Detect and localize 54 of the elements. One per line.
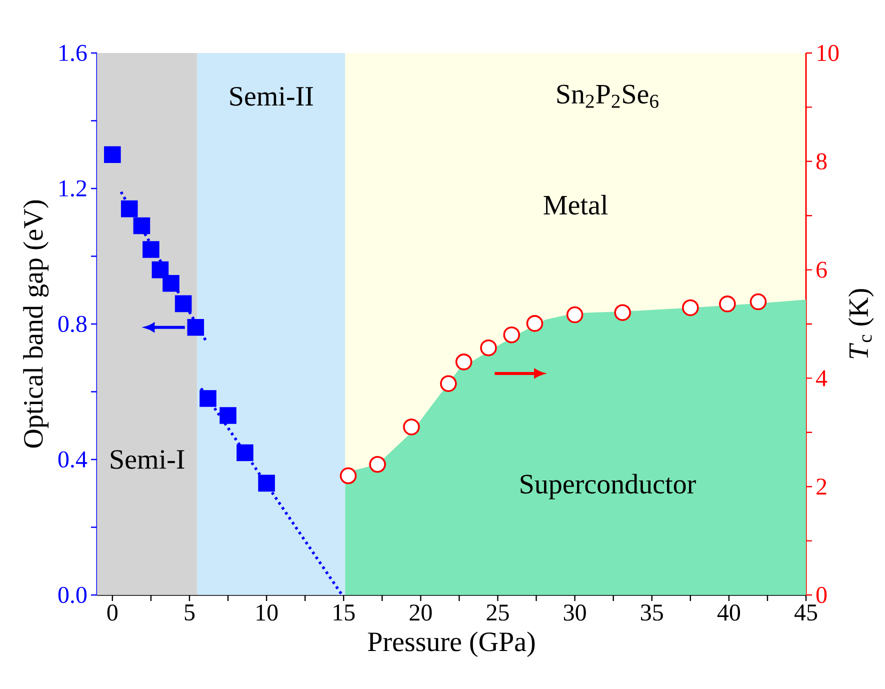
point	[614, 304, 631, 322]
point	[220, 407, 236, 424]
y2-tick-label: 4	[816, 370, 828, 386]
band-label: Semi-II	[230, 86, 313, 106]
x-tick-label: 10	[256, 604, 278, 621]
y2-axis-title: T$_{c}$ (K)	[848, 289, 874, 358]
point	[750, 293, 767, 310]
point	[258, 474, 275, 492]
point	[200, 390, 216, 407]
point	[120, 200, 138, 218]
annotation: Sn$_{2}$P$_{2}$Se$_{6}$	[557, 84, 658, 108]
y-axis-title: Optical band gap (eV)	[23, 200, 49, 448]
point	[142, 241, 160, 258]
point	[236, 444, 254, 462]
y2-tick-label: 10	[818, 44, 839, 62]
point	[480, 339, 497, 356]
x-tick-label: 0	[107, 604, 118, 621]
x-tick-label: 30	[564, 604, 586, 621]
x-tick-label: 25	[486, 604, 509, 621]
x-tick-label: 45	[794, 604, 818, 621]
point	[369, 456, 386, 473]
x-tick-label: 20	[410, 604, 432, 621]
point	[340, 467, 357, 484]
y-tick-label: 1.2	[60, 180, 86, 197]
point	[526, 315, 544, 332]
point	[455, 354, 472, 370]
band-label: Semi-I	[110, 450, 184, 469]
y-tick-label: 0.0	[58, 586, 87, 604]
y-tick-label: 0.4	[58, 451, 88, 468]
point	[162, 274, 180, 292]
x-tick-label: 35	[641, 604, 663, 621]
y-tick-label: 1.6	[60, 44, 87, 62]
point	[174, 295, 192, 312]
point	[719, 296, 736, 312]
x-axis-title: Pressure (GPa)	[368, 632, 535, 657]
band-label: Metal	[544, 194, 608, 215]
point	[566, 306, 584, 324]
x-tick-label: 5	[184, 604, 195, 620]
point	[403, 418, 420, 436]
point	[104, 146, 121, 164]
y2-tick-label: 6	[816, 262, 827, 278]
point	[503, 326, 520, 344]
point	[440, 375, 457, 392]
y-tick-label: 0.8	[58, 316, 87, 332]
y2-tick-label: 8	[816, 153, 827, 170]
y2-tick-label: 0	[816, 586, 827, 604]
series-label: Superconductor	[520, 474, 696, 500]
point	[682, 299, 699, 316]
point	[187, 318, 204, 336]
point	[133, 217, 150, 234]
y2-tick-label: 2	[816, 478, 826, 495]
x-tick-label: 15	[334, 604, 355, 621]
point	[152, 261, 169, 278]
x-tick-label: 40	[717, 604, 740, 621]
